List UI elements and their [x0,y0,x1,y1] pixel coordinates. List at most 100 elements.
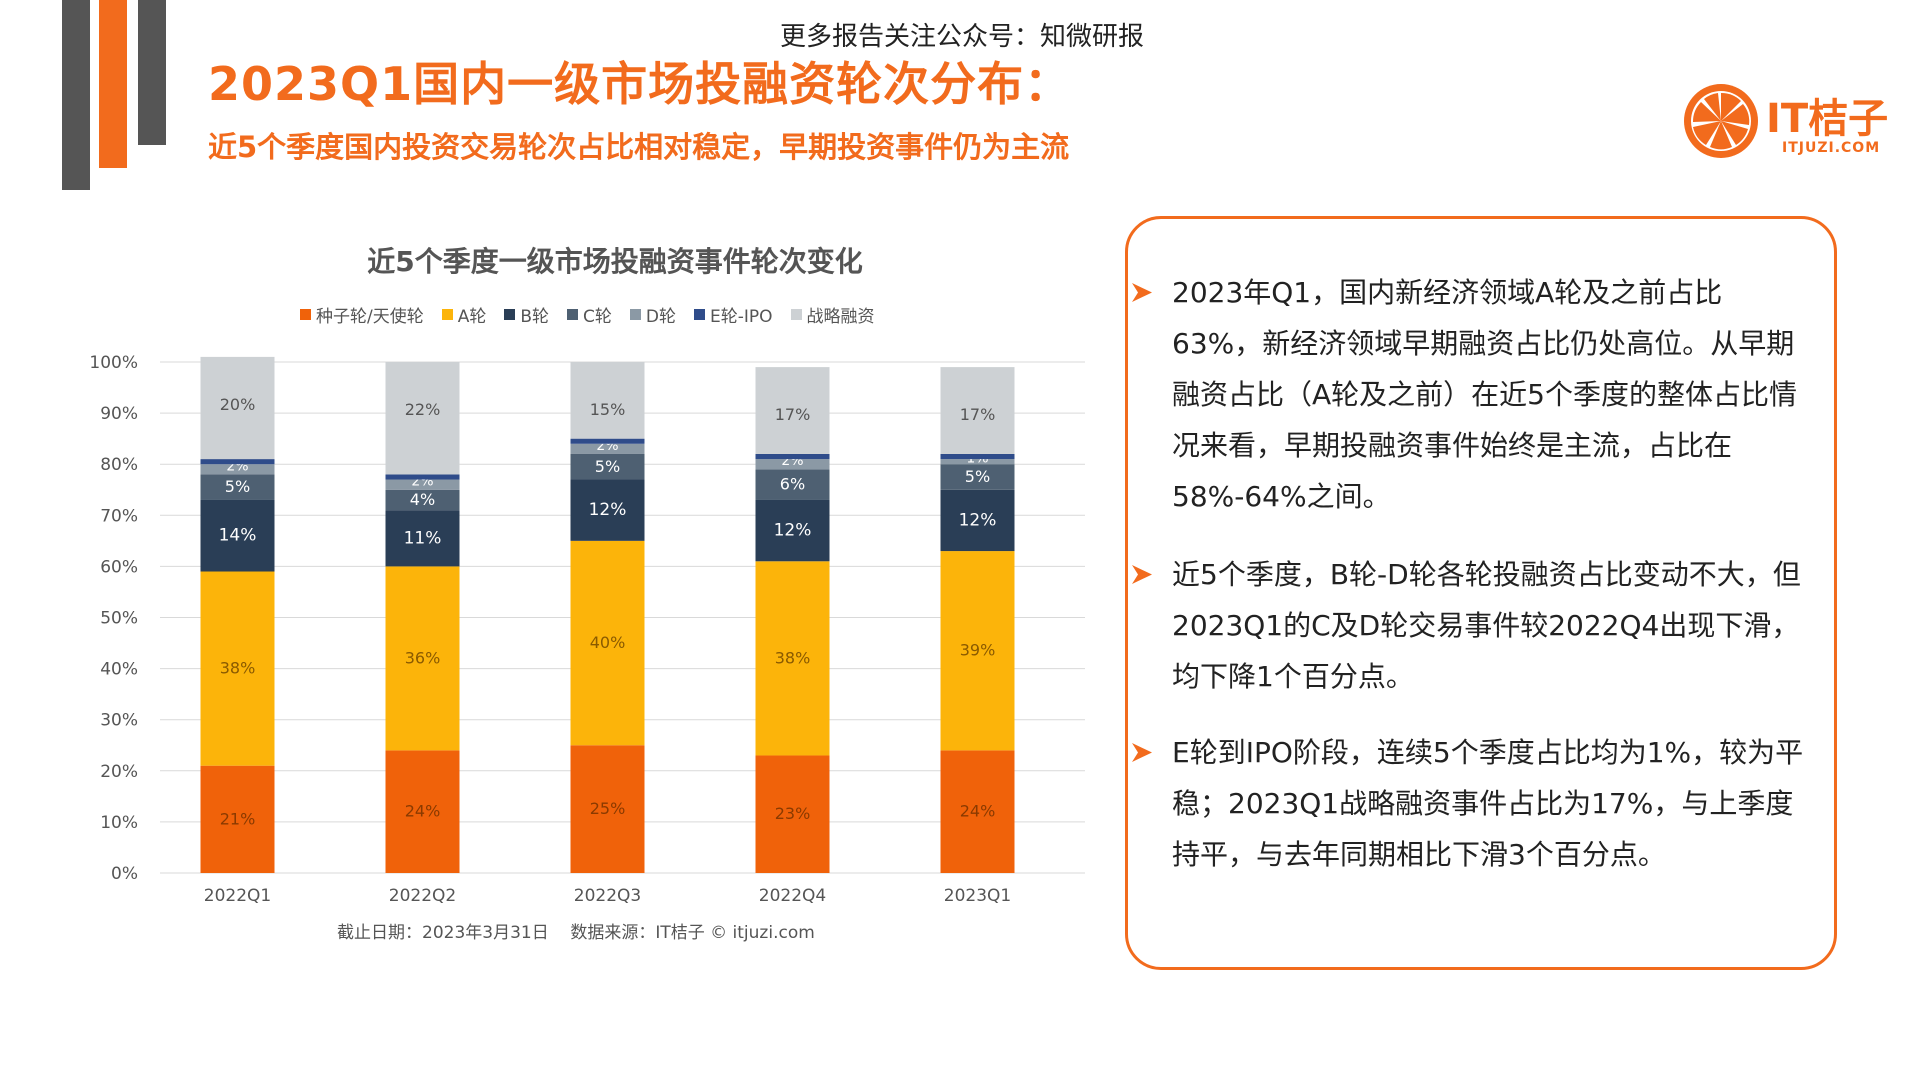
bar-segment [755,561,830,756]
bar-segment [200,459,275,465]
legend-swatch [300,309,311,320]
data-label: 12% [774,521,812,541]
bar-segment [570,540,645,746]
bar-segment [755,499,830,562]
legend-item: A轮 [441,302,487,327]
y-tick-label: 50% [100,609,138,629]
arrow-right-icon [1132,565,1152,584]
legend-label: 战略融资 [806,307,875,327]
decor-bar-gray-left [62,0,90,190]
analysis-bullet-text: E轮到IPO阶段，连续5个季度占比均为1%，较为平稳；2023Q1战略融资事件占… [1172,736,1804,871]
logo-wordmark: IT桔子 [1766,96,1889,142]
bar-segment [200,474,275,500]
orange-slice-icon [1684,84,1758,158]
bar-segment [755,367,830,454]
bar-segment [940,453,1015,460]
analysis-text-panel: 2023年Q1，国内新经济领域A轮及之前占比63%，新经济领域早期融资占比仍处高… [1125,216,1837,970]
y-tick-label: 100% [89,353,138,373]
analysis-bullet-1: 2023年Q1，国内新经济领域A轮及之前占比63%，新经济领域早期融资占比仍处高… [1132,267,1812,522]
bar-segment [385,362,460,475]
bar-segment [385,750,460,873]
data-label: 4% [410,490,435,509]
bar-segment [755,453,830,460]
legend-swatch [441,309,453,320]
decor-bar-gray-right [138,0,166,145]
legend-item: 种子轮/天使轮 [300,302,424,327]
itjuzi-logo: IT桔子 ITJUZI.COM [1682,82,1892,162]
data-label: 17% [960,405,996,424]
y-tick-label: 60% [100,557,138,577]
data-label: 20% [220,395,256,414]
analysis-bullet-text: 近5个季度，B轮-D轮各轮投融资占比变动不大，但2023Q1的C及D轮交易事件较… [1172,558,1801,693]
data-label: 22% [405,400,441,419]
x-tick-label: 2022Q2 [389,886,456,906]
bar-segment [940,459,1015,465]
data-label: 23% [775,804,811,823]
x-tick-label: 2022Q1 [204,886,271,906]
legend-label: 种子轮/天使轮 [316,307,424,327]
arrow-right-icon [1132,283,1152,302]
data-label: 17% [775,405,811,424]
legend-label: C轮 [583,307,612,327]
analysis-bullet-text: 2023年Q1，国内新经济领域A轮及之前占比63%，新经济领域早期融资占比仍处高… [1172,276,1797,513]
legend-label: B轮 [520,307,550,327]
legend-item: C轮 [567,302,612,327]
y-tick-label: 30% [100,711,138,731]
chart-legend: 种子轮/天使轮 A轮 B轮 C轮 D轮 E轮-IPO 战略融资 [300,302,875,327]
bar-segment [200,464,275,475]
bar-segment [940,551,1015,751]
data-label: 5% [595,457,620,476]
legend-swatch [694,309,706,320]
data-label: 5% [225,477,250,496]
data-label: 14% [219,526,257,546]
data-label: 36% [405,648,441,667]
y-tick-label: 0% [111,864,138,884]
y-tick-label: 40% [100,660,138,680]
bar-segment [755,755,830,873]
legend-swatch [790,309,802,320]
legend-item: 战略融资 [790,302,875,327]
bar-segment [940,464,1015,490]
page-title: 2023Q1国内一级市场投融资轮次分布： [208,57,1072,111]
stacked-bar-chart: 0% 10% 20% 30% 40% 50% 60% 70% 80% 90% 100% 21% 38% 1… [89,353,1085,906]
legend-swatch [629,309,641,320]
analysis-bullet-3: E轮到IPO阶段，连续5个季度占比均为1%，较为平稳；2023Q1战略融资事件占… [1132,727,1812,880]
bar-segment [200,356,275,460]
bar-segment [200,499,275,572]
data-label: 38% [220,659,256,678]
legend-swatch [504,309,516,320]
bar-segment [200,571,275,766]
page-subtitle: 近5个季度国内投资交易轮次占比相对稳定，早期投资事件仍为主流 [208,130,1070,164]
data-label: 12% [959,510,997,530]
y-tick-label: 20% [100,762,138,782]
data-label: 25% [590,799,626,818]
bar-segment [940,367,1015,454]
bar-segment [570,443,645,454]
data-label: 38% [775,648,811,667]
x-tick-label: 2023Q1 [944,886,1011,906]
bar-segment [570,453,645,480]
y-tick-label: 10% [100,813,138,833]
x-tick-label: 2022Q3 [574,886,641,906]
bar-segment [755,459,830,470]
decor-bar-orange [99,0,127,168]
data-label: 12% [589,500,627,520]
bar-segment [570,362,645,439]
legend-item: D轮 [629,302,676,327]
bar-segment [385,479,460,490]
header-watermark-text: 更多报告关注公众号：知微研报 [780,22,1145,52]
bar-segment [385,474,460,480]
data-label: 6% [780,475,805,494]
bar-segment [200,765,275,873]
data-label: 24% [405,802,441,821]
legend-label: E轮-IPO [710,307,773,327]
bar-segment [385,489,460,511]
bar-segment [570,438,645,444]
x-tick-label: 2022Q4 [759,886,826,906]
legend-label: A轮 [457,307,487,327]
bar-segment [940,750,1015,873]
chart-source-note: 截止日期：2023年3月31日 数据来源：IT桔子 © itjuzi.com [337,923,815,943]
data-label: 15% [590,400,626,419]
data-label: 21% [220,809,256,828]
logo-url-text: ITJUZI.COM [1782,140,1881,156]
